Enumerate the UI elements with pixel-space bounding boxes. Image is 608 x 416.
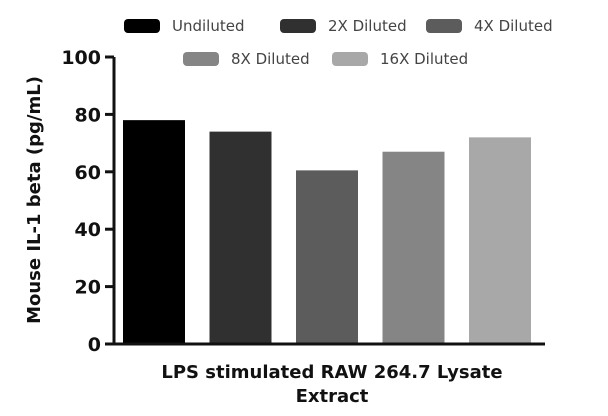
bar bbox=[209, 131, 272, 343]
legend-swatch bbox=[426, 19, 462, 33]
bar bbox=[382, 151, 445, 343]
legend-item: Undiluted bbox=[124, 17, 244, 35]
legend-swatch bbox=[183, 52, 219, 66]
legend-swatch bbox=[332, 52, 368, 66]
y-tick-label: 20 bbox=[75, 277, 101, 299]
legend-item: 16X Diluted bbox=[332, 50, 468, 68]
x-axis-title-line-2: Extract bbox=[296, 386, 369, 407]
legend-item: 8X Diluted bbox=[183, 50, 310, 68]
legend-label: 4X Diluted bbox=[474, 17, 553, 35]
y-tick-label: 80 bbox=[75, 104, 101, 126]
legend-label: 2X Diluted bbox=[328, 17, 407, 35]
legend-label: Undiluted bbox=[172, 17, 244, 35]
bar bbox=[123, 120, 185, 343]
y-tick-label: 100 bbox=[61, 47, 101, 69]
legend-item: 2X Diluted bbox=[280, 17, 407, 35]
y-axis: 0 20 40 60 80 100 bbox=[61, 47, 116, 356]
y-tick-label: 60 bbox=[75, 162, 101, 184]
bar bbox=[296, 170, 358, 343]
bars bbox=[123, 120, 531, 343]
legend-swatch bbox=[124, 19, 160, 33]
legend-swatch bbox=[280, 19, 316, 33]
legend-label: 16X Diluted bbox=[380, 50, 468, 68]
x-axis-title-line-1: LPS stimulated RAW 264.7 Lysate bbox=[161, 362, 502, 383]
y-tick-label: 0 bbox=[88, 334, 101, 356]
legend: Undiluted 2X Diluted 4X Diluted 8X Diluted 1… bbox=[124, 17, 553, 68]
legend-label: 8X Diluted bbox=[231, 50, 310, 68]
y-tick-label: 40 bbox=[75, 219, 101, 241]
bar bbox=[469, 137, 531, 343]
y-axis-title: Mouse IL-1 beta (pg/mL) bbox=[24, 76, 45, 324]
legend-item: 4X Diluted bbox=[426, 17, 553, 35]
